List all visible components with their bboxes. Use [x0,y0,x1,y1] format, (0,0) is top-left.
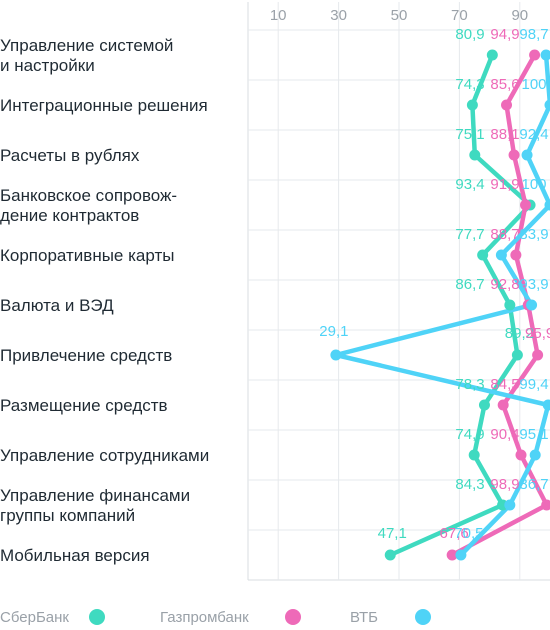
category-label: Расчеты в рублях [0,146,140,165]
value-label: 89,2 [505,325,534,342]
data-point [384,549,396,561]
category-label: Управление финансами [0,486,190,505]
value-label: 84,3 [455,476,484,493]
category-label: Валюта и ВЭД [0,296,114,315]
value-label: 92,8 [490,276,519,293]
data-series [330,49,550,561]
legend-label: ВТБ [350,609,378,626]
category-label: Банковское сопровож- [0,186,177,205]
data-point [501,99,513,111]
data-point [504,299,516,311]
data-point [540,49,550,61]
data-point [469,149,481,161]
value-label: 98,7 [519,26,548,43]
value-label: 78,3 [455,376,484,393]
value-label: 70,5 [454,525,483,542]
data-point [466,99,478,111]
x-tick-label: 90 [511,7,528,24]
data-point [468,449,480,461]
data-point [478,399,490,411]
data-point [544,199,550,211]
data-point [532,349,544,361]
data-point [521,149,533,161]
value-label: 86,7 [519,476,548,493]
value-label: 95,1 [519,426,548,443]
category-label: группы компаний [0,506,135,525]
value-label: 85,6 [490,76,519,93]
category-label: и настройки [0,56,95,75]
data-point [455,549,467,561]
value-label: 99,4 [519,376,548,393]
value-label: 86,7 [455,276,484,293]
grid-lines [247,2,550,581]
data-point [542,399,550,411]
value-label: 95,9 [525,325,550,342]
data-point [520,199,532,211]
value-label: 100 [521,176,546,193]
data-point [495,249,507,261]
data-point [529,49,541,61]
x-tick-label: 10 [270,7,287,24]
value-label: 75,1 [455,126,484,143]
data-point [529,449,541,461]
category-label: Мобильная версия [0,546,150,565]
x-axis-ticks: 10 30 50 70 90 [270,7,528,24]
value-label: 84,5 [490,376,519,393]
data-point [446,549,458,561]
value-label: 93,9 [519,276,548,293]
value-label: 47,1 [378,525,407,542]
value-label: 88,1 [490,126,519,143]
value-label: 88,7 [490,226,519,243]
legend-marker-icon [89,609,105,625]
category-label: Управление сотрудниками [0,446,209,465]
legend-marker-icon [415,609,431,625]
value-label: 91,9 [490,176,519,193]
legend: СберБанк Газпромбанк ВТБ [0,609,431,626]
x-tick-label: 50 [391,7,408,24]
category-label: Интеграционные решения [0,96,208,115]
data-point [477,249,489,261]
category-label: дение контрактов [0,206,139,225]
data-point [330,349,342,361]
value-label: 74,3 [455,76,484,93]
legend-label: СберБанк [0,609,69,626]
data-point [504,499,516,511]
data-point [515,449,527,461]
value-label: 94,9 [490,26,519,43]
value-label: 80,9 [455,26,484,43]
data-point [497,399,509,411]
data-point [510,249,522,261]
value-label: 67,6 [440,525,469,542]
value-label: 98,9 [490,476,519,493]
value-label: 29,1 [319,323,348,340]
value-label: 74,9 [455,426,484,443]
category-label: Размещение средств [0,396,168,415]
category-label: Управление системой [0,36,173,55]
data-point [511,349,523,361]
value-label: 93,4 [455,176,484,193]
data-point [508,149,520,161]
value-label: 83,9 [519,226,548,243]
data-point [526,299,538,311]
legend-marker-icon [285,609,301,625]
x-tick-label: 70 [451,7,468,24]
value-label: 92,4 [519,126,548,143]
value-label: 90,4 [490,426,519,443]
data-point [541,499,550,511]
legend-label: Газпромбанк [160,609,249,626]
data-point [486,49,498,61]
category-label: Привлечение средств [0,346,172,365]
x-tick-label: 30 [330,7,347,24]
value-label: 77,7 [455,226,484,243]
category-label: Корпоративные карты [0,246,174,265]
data-point [544,99,550,111]
value-label: 100 [521,76,546,93]
